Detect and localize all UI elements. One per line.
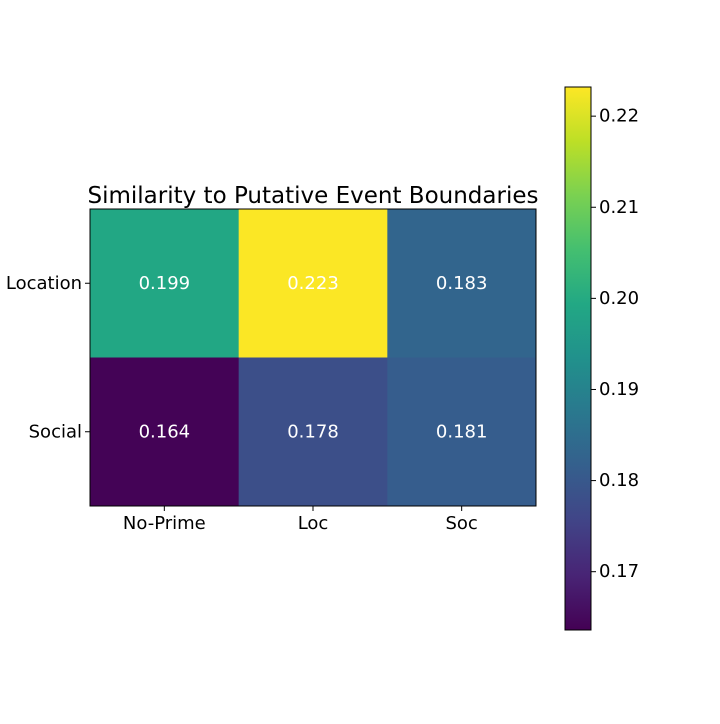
- x-tick-label: Loc: [298, 513, 329, 534]
- heatmap-cell: [238, 357, 388, 507]
- y-tick-label: Social: [29, 421, 82, 442]
- cell-value-label: 0.199: [139, 273, 191, 294]
- colorbar-frame: [564, 86, 592, 631]
- colorbar-tick-label: 0.21: [599, 197, 639, 218]
- heatmap-cell: [90, 209, 240, 358]
- cell-value-label: 0.223: [287, 273, 339, 294]
- heatmap-cell: [387, 209, 537, 358]
- cell-value-label: 0.183: [436, 273, 488, 294]
- x-tick-label: No-Prime: [123, 513, 206, 534]
- heatmap-cell: [238, 209, 388, 358]
- colorbar: [565, 87, 591, 630]
- x-tick-label: Soc: [445, 513, 477, 534]
- colorbar-tick-label: 0.22: [599, 106, 639, 127]
- cell-value-label: 0.181: [436, 421, 488, 442]
- colorbar-tick-label: 0.19: [599, 379, 639, 400]
- heatmap-cell: [90, 357, 240, 507]
- heatmap-value-labels: 0.199 0.223 0.183 0.164 0.178 0.181: [139, 273, 488, 443]
- y-tick-label: Location: [6, 273, 82, 294]
- cell-value-label: 0.164: [139, 421, 191, 442]
- x-axis: No-Prime Loc Soc: [123, 506, 478, 534]
- colorbar-tick-label: 0.18: [599, 470, 639, 491]
- cell-value-label: 0.178: [287, 421, 339, 442]
- heatmap-cell: [387, 357, 537, 507]
- colorbar-tick-label: 0.20: [599, 288, 639, 309]
- colorbar-axis: 0.17 0.18 0.19 0.20 0.21 0.22: [591, 106, 639, 582]
- colorbar-tick-label: 0.17: [599, 561, 639, 582]
- chart-title: Similarity to Putative Event Boundaries: [88, 183, 539, 209]
- y-axis: Location Social: [6, 273, 90, 442]
- heatmap-cells: [90, 209, 537, 507]
